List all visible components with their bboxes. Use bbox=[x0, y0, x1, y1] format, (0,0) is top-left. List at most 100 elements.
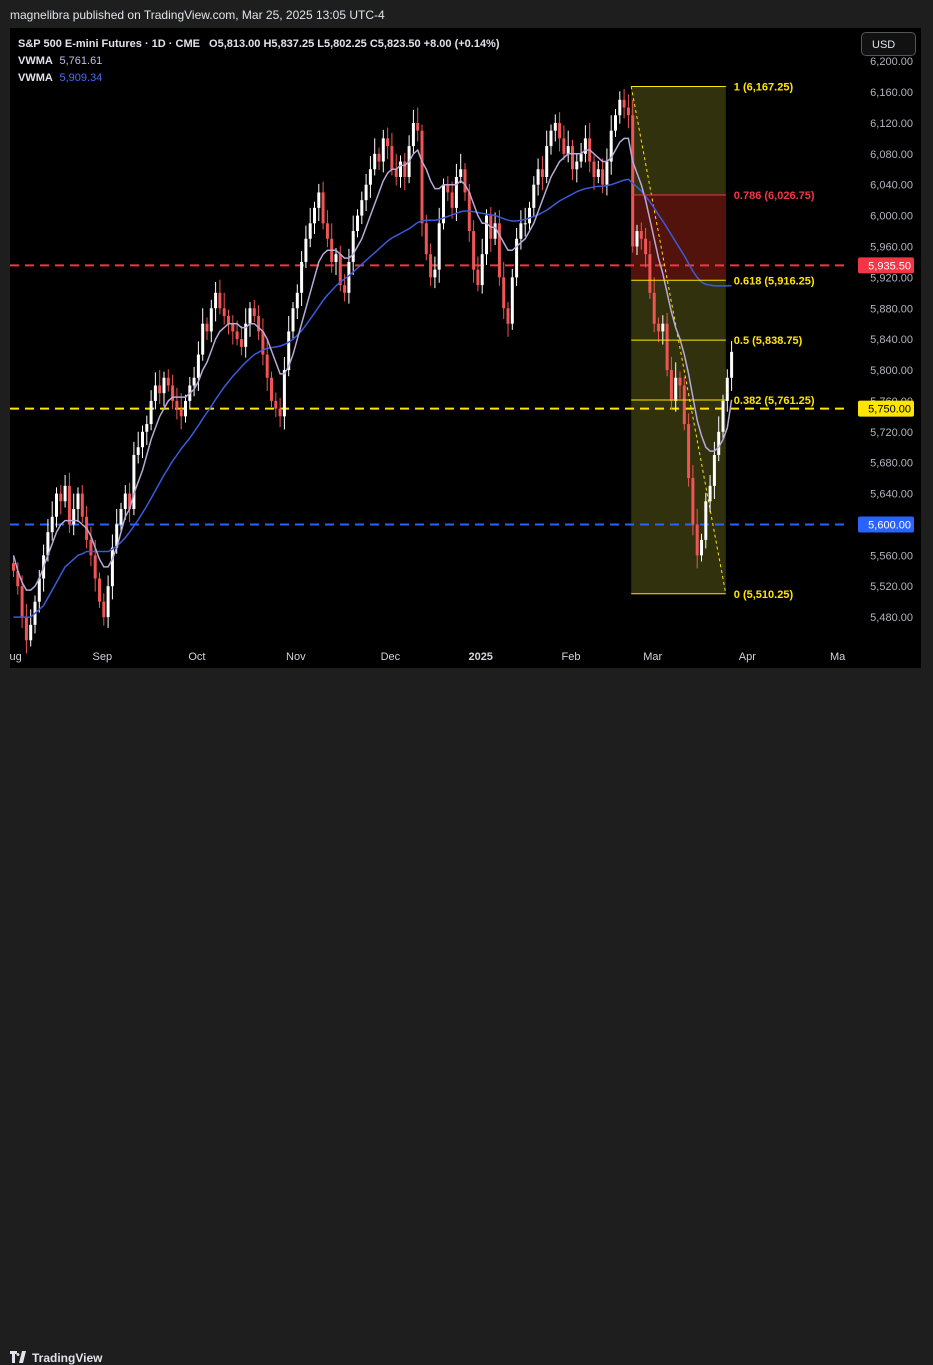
candle-body bbox=[274, 400, 278, 409]
candle-body bbox=[50, 516, 54, 533]
fib-level-label-0: 1 (6,167.25) bbox=[734, 81, 794, 93]
level-tag-label-2: 5,600.00 bbox=[868, 519, 911, 531]
y-tick-label: 6,120.00 bbox=[870, 118, 913, 130]
vwma-long-line bbox=[13, 178, 732, 618]
candle-body bbox=[360, 200, 364, 216]
candle-body bbox=[669, 370, 673, 401]
fib-level-label-1: 0.786 (6,026.75) bbox=[734, 190, 815, 202]
legend: S&P 500 E-mini Futures · 1D · CME O5,813… bbox=[18, 36, 500, 87]
candle-body bbox=[158, 385, 162, 394]
candle-body bbox=[196, 354, 200, 378]
candle-body bbox=[282, 370, 286, 417]
y-tick-label: 6,200.00 bbox=[870, 56, 913, 68]
publisher-bar: magnelibra published on TradingView.com,… bbox=[0, 0, 933, 28]
candle-body bbox=[313, 207, 316, 224]
candle-body bbox=[485, 215, 488, 255]
candle-body bbox=[704, 501, 708, 540]
candle-body bbox=[631, 115, 635, 247]
candle-body bbox=[605, 161, 609, 185]
candle-body bbox=[700, 539, 703, 556]
candle-body bbox=[540, 169, 544, 177]
candle-body bbox=[687, 424, 691, 479]
candle-body bbox=[476, 269, 480, 286]
level-tag-0 bbox=[858, 257, 914, 274]
candle-body bbox=[725, 377, 729, 401]
candle-body bbox=[691, 478, 695, 525]
vwma-1-name: VWMA bbox=[18, 55, 53, 67]
y-tick-label: 5,800.00 bbox=[870, 365, 913, 377]
level-tag-1 bbox=[858, 400, 914, 417]
candle-body bbox=[162, 377, 166, 394]
candle-body bbox=[635, 231, 639, 247]
candle-body bbox=[394, 169, 398, 177]
vwma-2-name: VWMA bbox=[18, 72, 53, 84]
candle-body bbox=[235, 331, 239, 340]
candle-body bbox=[424, 223, 428, 255]
legend-vwma-1[interactable]: VWMA 5,761.61 bbox=[18, 53, 500, 70]
candle-body bbox=[252, 308, 256, 316]
candle-body bbox=[386, 138, 390, 147]
candle-body bbox=[209, 308, 213, 332]
candle-body bbox=[416, 122, 420, 131]
candle-body bbox=[123, 493, 127, 510]
candle-body bbox=[515, 238, 519, 278]
candle-body bbox=[145, 424, 149, 432]
candle-body bbox=[16, 570, 20, 587]
candle-body bbox=[278, 408, 282, 417]
candle-body bbox=[257, 315, 261, 332]
y-tick-label: 6,080.00 bbox=[870, 149, 913, 161]
x-tick-label: Dec bbox=[381, 651, 401, 663]
candle-body bbox=[429, 254, 433, 278]
candle-body bbox=[153, 385, 157, 401]
candle-body bbox=[519, 223, 523, 239]
currency-button[interactable]: USD bbox=[861, 32, 916, 56]
candle-body bbox=[652, 292, 656, 324]
candle-body bbox=[622, 99, 626, 108]
candle-body bbox=[614, 115, 617, 131]
x-tick-label: Nov bbox=[286, 651, 306, 663]
candle-body bbox=[295, 292, 299, 309]
candle-body bbox=[184, 400, 187, 417]
level-tag-label-1: 5,750.00 bbox=[868, 404, 911, 416]
candle-body bbox=[227, 315, 230, 324]
candle-body bbox=[325, 223, 329, 239]
tradingview-logo[interactable]: TradingView bbox=[10, 1351, 102, 1365]
x-tick-label: 2025 bbox=[468, 651, 492, 663]
fib-level-label-4: 0.382 (5,761.25) bbox=[734, 395, 815, 407]
candle-body bbox=[399, 161, 402, 177]
candle-body bbox=[59, 493, 63, 502]
candle-body bbox=[231, 323, 235, 332]
y-tick-label: 5,480.00 bbox=[870, 612, 913, 624]
candle-body bbox=[712, 454, 716, 486]
legend-vwma-2[interactable]: VWMA 5,909.34 bbox=[18, 70, 500, 87]
candle-body bbox=[661, 323, 665, 332]
y-tick-label: 5,680.00 bbox=[870, 458, 913, 470]
candle-body bbox=[403, 161, 407, 177]
fib-level-label-5: 0 (5,510.25) bbox=[734, 589, 794, 601]
x-tick-label: Aug bbox=[10, 651, 22, 663]
candle-body bbox=[592, 161, 596, 177]
candle-body bbox=[364, 184, 368, 201]
chart-area[interactable]: 1 (6,167.25) 0.786 (6,026.75) 0.618 (5,916… bbox=[10, 28, 921, 668]
candle-body bbox=[682, 385, 686, 425]
candle-body bbox=[20, 586, 24, 618]
candle-body bbox=[261, 331, 265, 355]
y-tick-label: 6,160.00 bbox=[870, 87, 913, 99]
candle-body bbox=[626, 107, 630, 116]
candle-body bbox=[558, 122, 562, 139]
candle-body bbox=[244, 323, 248, 347]
candle-body bbox=[239, 339, 243, 347]
y-tick-label: 5,520.00 bbox=[870, 581, 913, 593]
candle-body bbox=[356, 215, 359, 232]
candle-body bbox=[411, 122, 415, 147]
candle-body bbox=[72, 509, 76, 525]
candle-body bbox=[29, 624, 33, 641]
candle-body bbox=[136, 447, 140, 455]
vwma-2-value: 5,909.34 bbox=[59, 72, 103, 84]
level-tag-label-0: 5,935.50 bbox=[868, 260, 911, 272]
candle-body bbox=[553, 122, 557, 131]
candle-body bbox=[506, 308, 510, 324]
candle-body bbox=[141, 431, 144, 448]
price-chart[interactable]: 1 (6,167.25) 0.786 (6,026.75) 0.618 (5,916… bbox=[10, 28, 921, 668]
x-tick-label: Oct bbox=[188, 651, 205, 663]
